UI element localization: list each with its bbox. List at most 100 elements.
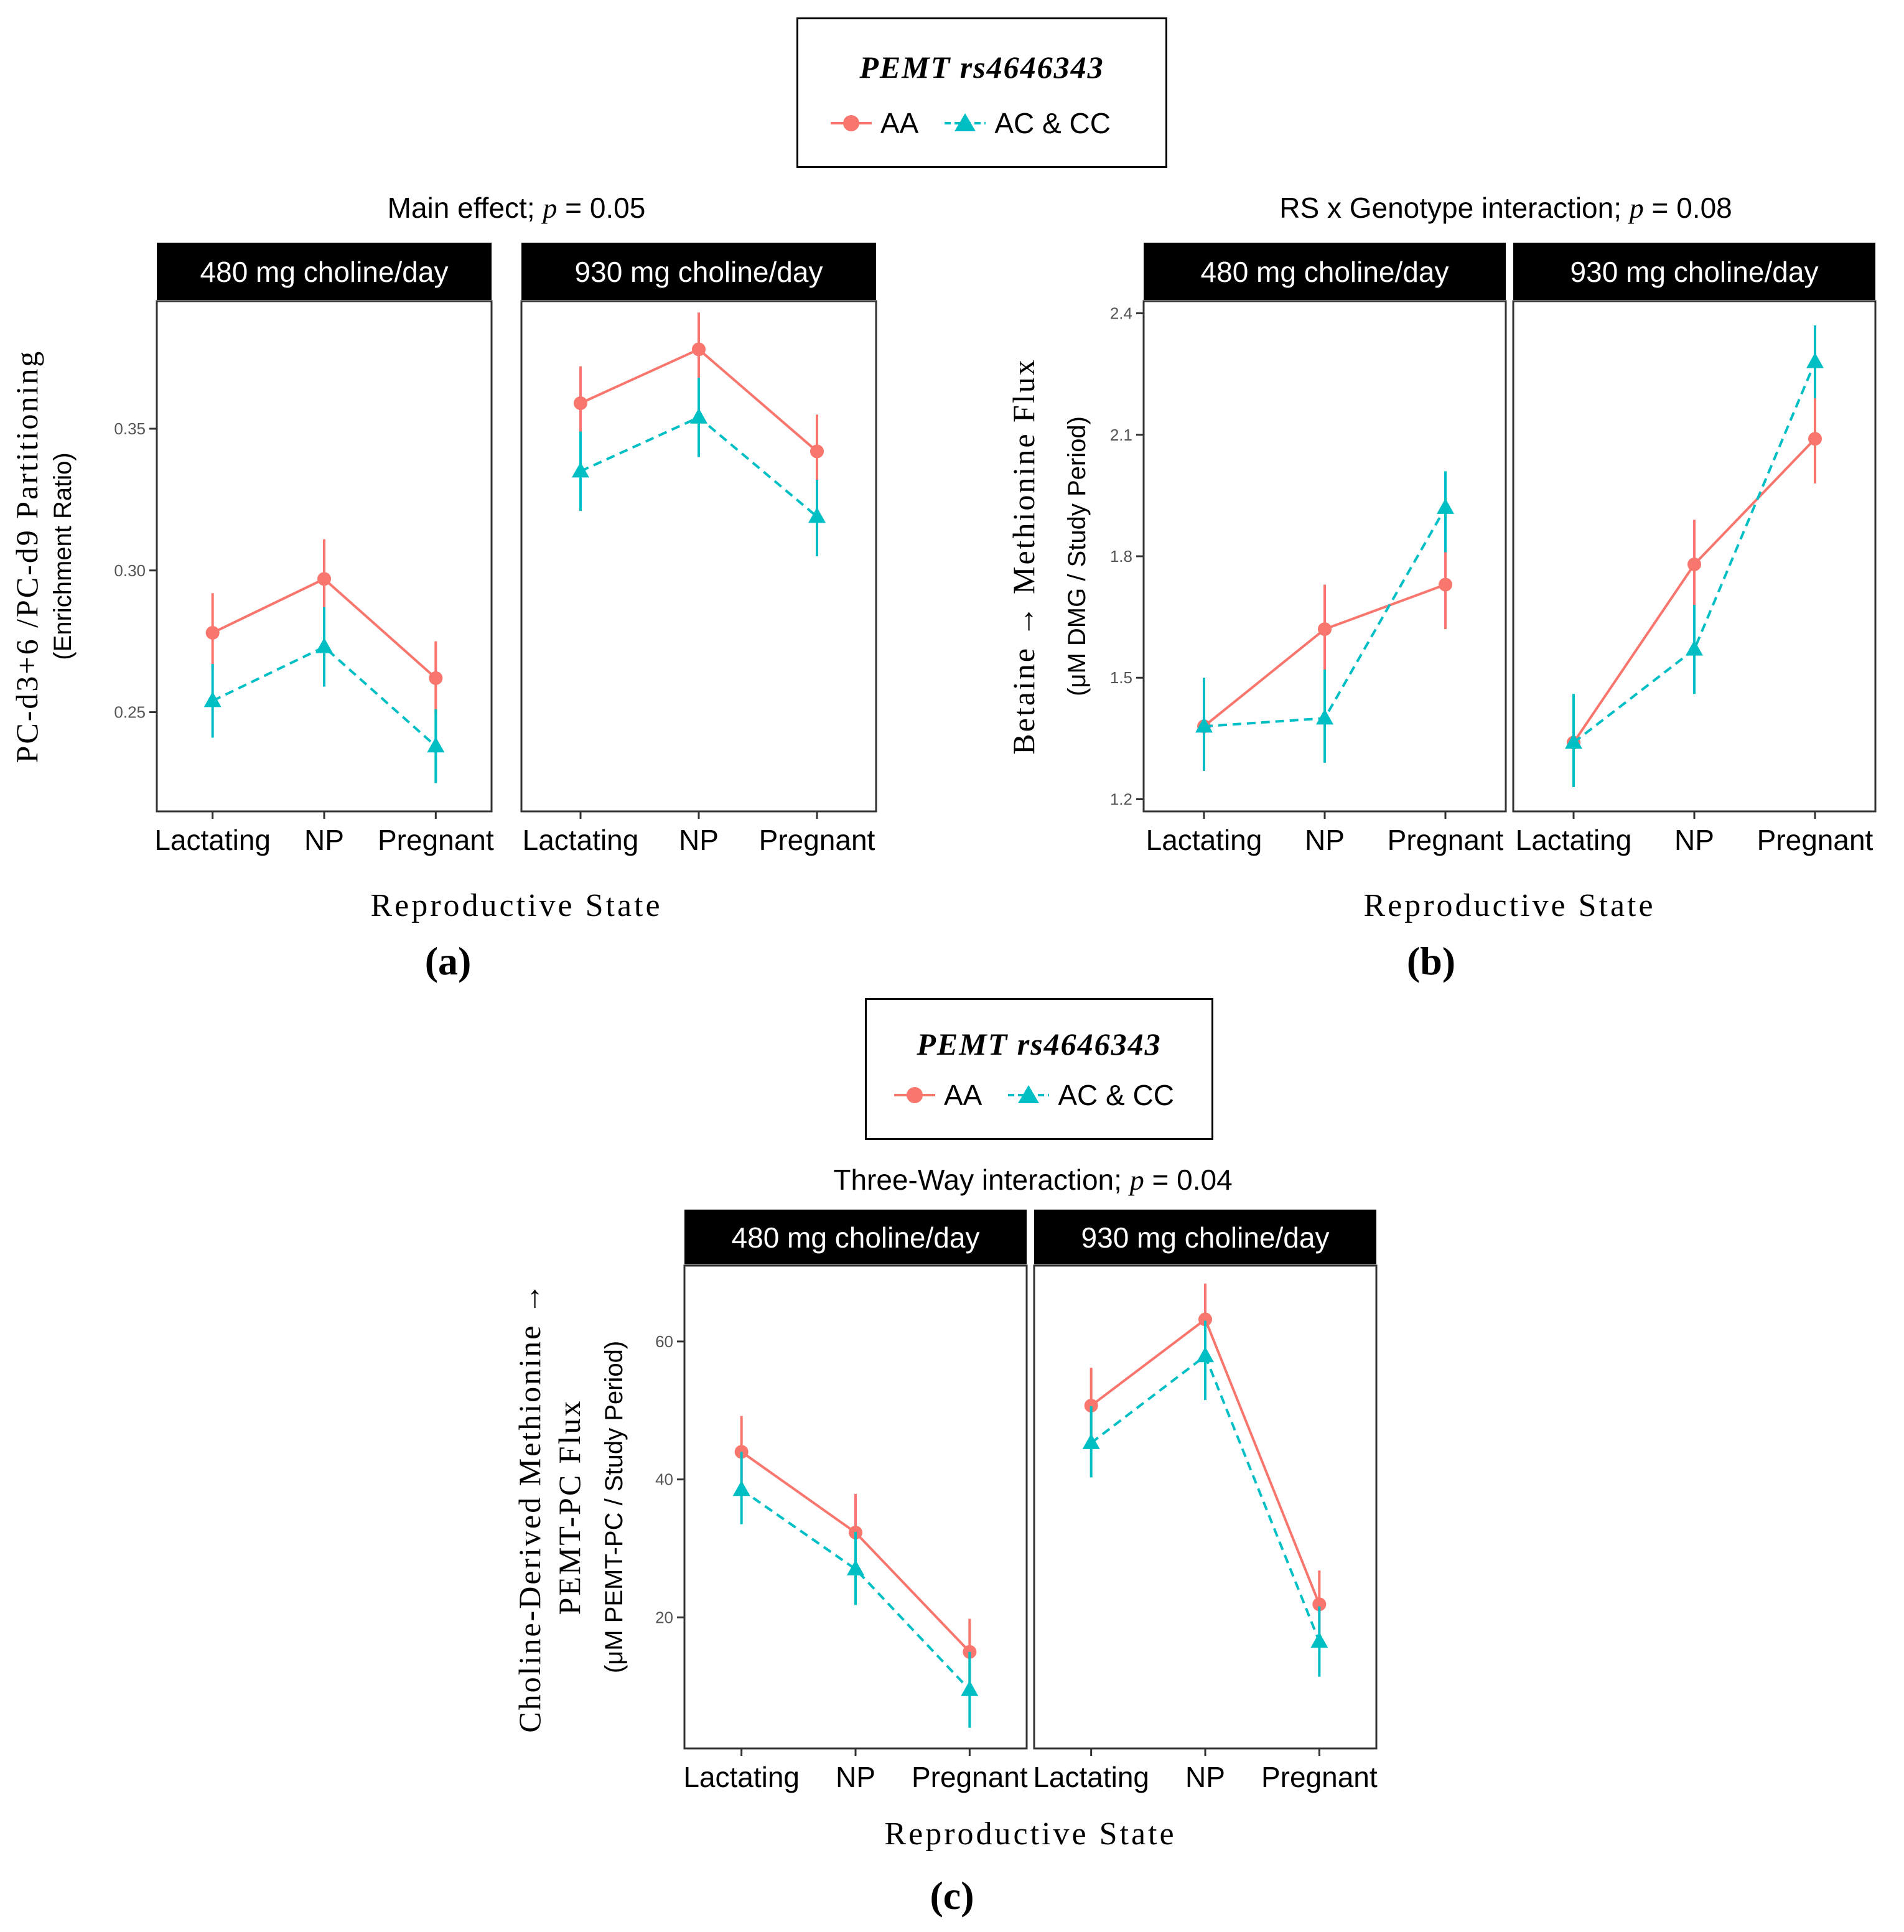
- chart-title-text: Main effect;: [388, 192, 543, 224]
- panel-label: (b): [1407, 939, 1455, 983]
- x-tick-label: NP: [1305, 824, 1345, 856]
- data-point-ac: [808, 507, 826, 523]
- x-tick-label: Pregnant: [912, 1761, 1028, 1793]
- y-tick-label: 0.35: [114, 419, 146, 438]
- y-tick-label: 1.2: [1110, 790, 1132, 808]
- y-axis-subtitle: (Enrichment Ratio): [49, 452, 77, 660]
- panel-label: (c): [930, 1874, 974, 1918]
- x-tick-label: NP: [836, 1761, 875, 1793]
- data-point-ac: [690, 408, 707, 424]
- facet-label: 480 mg choline/day: [200, 256, 449, 288]
- facet-strip: [1513, 243, 1875, 300]
- data-point-aa: [1312, 1597, 1327, 1612]
- x-tick-label: NP: [1674, 824, 1714, 856]
- facet-label: 930 mg choline/day: [575, 256, 823, 288]
- x-tick-label: Pregnant: [1388, 824, 1504, 856]
- data-point-aa: [205, 626, 220, 640]
- x-tick-label: Pregnant: [378, 824, 494, 856]
- data-point-aa: [1439, 577, 1452, 592]
- x-tick-label: NP: [304, 824, 344, 856]
- y-tick-label: 20: [655, 1608, 673, 1626]
- x-tick-label: Lactating: [683, 1761, 800, 1793]
- chart-title: RS x Genotype interaction; p = 0.08: [1279, 192, 1732, 224]
- chart-title-value: = 0.08: [1644, 192, 1732, 224]
- data-point-aa: [1318, 622, 1332, 637]
- y-tick-label: 0.30: [114, 561, 146, 580]
- x-tick-label: Pregnant: [759, 824, 875, 856]
- series-line-ac: [740, 1488, 971, 1691]
- data-point-ac: [203, 691, 222, 707]
- facet-label: 480 mg choline/day: [732, 1221, 980, 1254]
- data-point-aa: [1808, 432, 1822, 446]
- chart-title-text: Three-Way interaction;: [833, 1164, 1129, 1196]
- legend-title: PEMT rs4646343: [859, 50, 1104, 85]
- x-axis-title: Reproductive State: [1363, 888, 1655, 923]
- y-tick-label: 2.1: [1110, 426, 1132, 444]
- x-tick-label: NP: [1185, 1761, 1225, 1793]
- chart-title-text: RS x Genotype interaction;: [1279, 192, 1630, 224]
- series-line-ac: [1572, 361, 1816, 744]
- data-point-aa: [1687, 558, 1701, 572]
- data-point-ac: [427, 737, 445, 753]
- data-point-aa: [1084, 1399, 1098, 1413]
- legend-item-aa: AA: [829, 106, 918, 140]
- facet-strip: [684, 1210, 1027, 1264]
- y-tick-label: 0.25: [114, 703, 146, 722]
- x-tick-label: Lactating: [1033, 1761, 1149, 1793]
- data-point-aa: [574, 396, 587, 410]
- y-tick-label: 1.5: [1110, 668, 1132, 687]
- y-axis-title: PC-d3+6 /PC-d9 Partitioning: [9, 350, 44, 763]
- legend-top: PEMT rs4646343 AA AC & CC: [796, 17, 1167, 168]
- legend-entries: AA AC & CC: [829, 106, 1136, 140]
- data-point-ac: [961, 1680, 979, 1696]
- legend-item-aa-2: AA: [893, 1078, 982, 1112]
- chart-title-value: = 0.04: [1144, 1164, 1233, 1196]
- facet-strip: [1144, 243, 1506, 300]
- facet-strip: [1034, 1210, 1376, 1264]
- legend-label-ac: AC & CC: [994, 107, 1111, 139]
- panel-label: (a): [425, 939, 472, 983]
- facet-label: 930 mg choline/day: [1570, 256, 1819, 288]
- data-point-ac: [1310, 1632, 1328, 1648]
- data-point-ac: [1437, 498, 1454, 514]
- chart-title: Three-Way interaction; p = 0.04: [833, 1164, 1232, 1196]
- y-axis-title-2: PEMT-PC Flux: [552, 1399, 587, 1615]
- data-point-ac: [1195, 717, 1213, 733]
- x-tick-label: Lactating: [1146, 824, 1262, 856]
- chart-title-p: p: [1628, 192, 1644, 224]
- y-tick-label: 40: [655, 1470, 673, 1489]
- x-tick-label: NP: [679, 824, 719, 856]
- circle-marker-icon: [831, 115, 872, 131]
- facet-label: 480 mg choline/day: [1201, 256, 1449, 288]
- x-tick-label: Pregnant: [1261, 1761, 1378, 1793]
- y-tick-label: 1.8: [1110, 547, 1132, 566]
- facet-strip: [521, 243, 876, 300]
- triangle-marker-icon: [945, 113, 986, 131]
- x-tick-label: Pregnant: [1757, 824, 1874, 856]
- data-point-aa: [810, 444, 824, 459]
- data-point-ac: [732, 1480, 750, 1496]
- data-point-ac: [847, 1559, 864, 1575]
- y-axis-subtitle: (μM PEMT-PC / Study Period): [600, 1341, 628, 1673]
- data-point-ac: [1806, 352, 1824, 368]
- y-tick-label: 60: [655, 1332, 673, 1351]
- x-axis-title: Reproductive State: [884, 1816, 1176, 1852]
- x-tick-label: Lactating: [1516, 824, 1632, 856]
- data-point-ac: [1565, 733, 1582, 749]
- legend-bottom: PEMT rs4646343 AA AC & CC: [865, 998, 1213, 1140]
- data-point-aa: [692, 342, 706, 357]
- y-axis-subtitle: (μM DMG / Study Period): [1063, 416, 1091, 696]
- circle-marker-icon: [894, 1087, 935, 1103]
- data-point-ac: [315, 637, 333, 653]
- legend-label-ac-2: AC & CC: [1058, 1079, 1174, 1111]
- data-point-aa: [429, 671, 443, 685]
- chart-title: Main effect; p = 0.05: [388, 192, 646, 224]
- data-point-ac: [1082, 1433, 1100, 1449]
- x-tick-label: Lactating: [154, 824, 271, 856]
- triangle-marker-icon: [1008, 1085, 1050, 1103]
- data-point-aa: [317, 572, 331, 586]
- data-point-ac: [1686, 640, 1703, 656]
- legend-label-aa-2: AA: [944, 1079, 982, 1111]
- x-axis-title: Reproductive State: [370, 888, 662, 923]
